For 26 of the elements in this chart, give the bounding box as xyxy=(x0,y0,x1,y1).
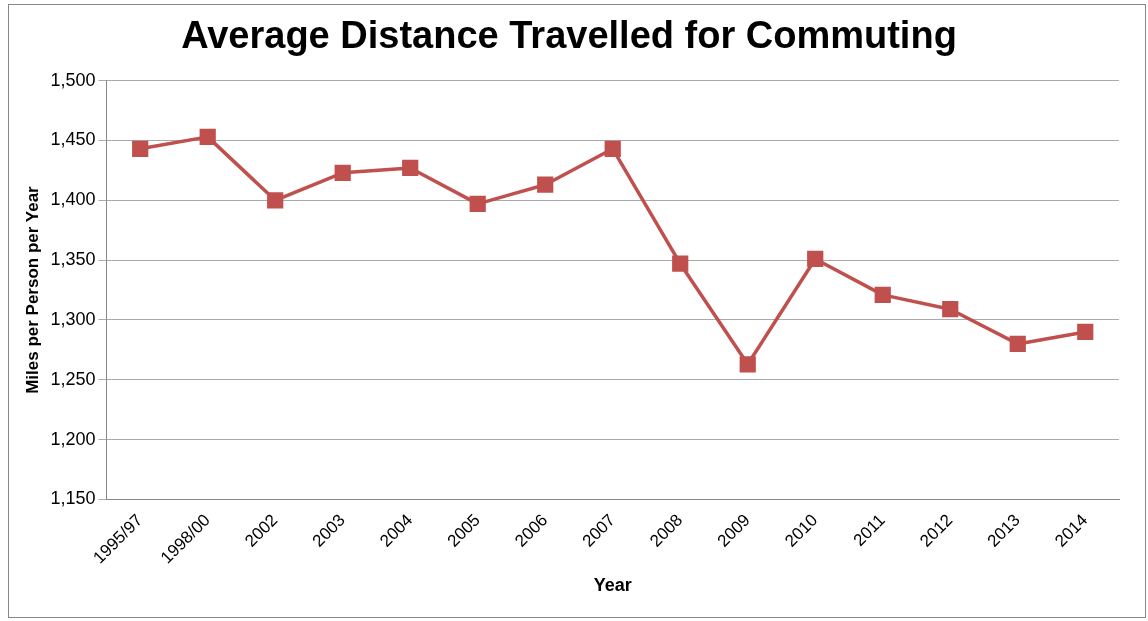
point xyxy=(1077,323,1094,341)
point xyxy=(874,286,891,303)
y-tick-label: 1,350 xyxy=(50,249,96,270)
point xyxy=(402,159,419,177)
point xyxy=(537,176,554,193)
point xyxy=(807,250,824,268)
point xyxy=(1009,335,1026,353)
y-tick-label: 1,400 xyxy=(50,189,96,210)
point xyxy=(267,192,284,209)
point xyxy=(672,255,689,272)
y-tick-label: 1,150 xyxy=(50,488,96,509)
point xyxy=(604,140,621,157)
point xyxy=(199,128,216,145)
x-axis-title: Year xyxy=(593,575,632,596)
point xyxy=(942,301,959,318)
y-axis-title: Miles per Person per Year xyxy=(22,185,42,394)
point xyxy=(132,140,149,157)
point xyxy=(469,195,486,212)
point xyxy=(334,164,351,181)
y-tick-label: 1,250 xyxy=(50,368,96,389)
y-tick-label: 1,450 xyxy=(50,129,96,150)
y-tick-label: 1,500 xyxy=(50,69,96,90)
y-tick-label: 1,200 xyxy=(50,428,96,449)
chart-title: Average Distance Travelled for Commuting xyxy=(181,14,957,57)
y-tick-label: 1,300 xyxy=(50,308,96,329)
point xyxy=(739,356,756,373)
